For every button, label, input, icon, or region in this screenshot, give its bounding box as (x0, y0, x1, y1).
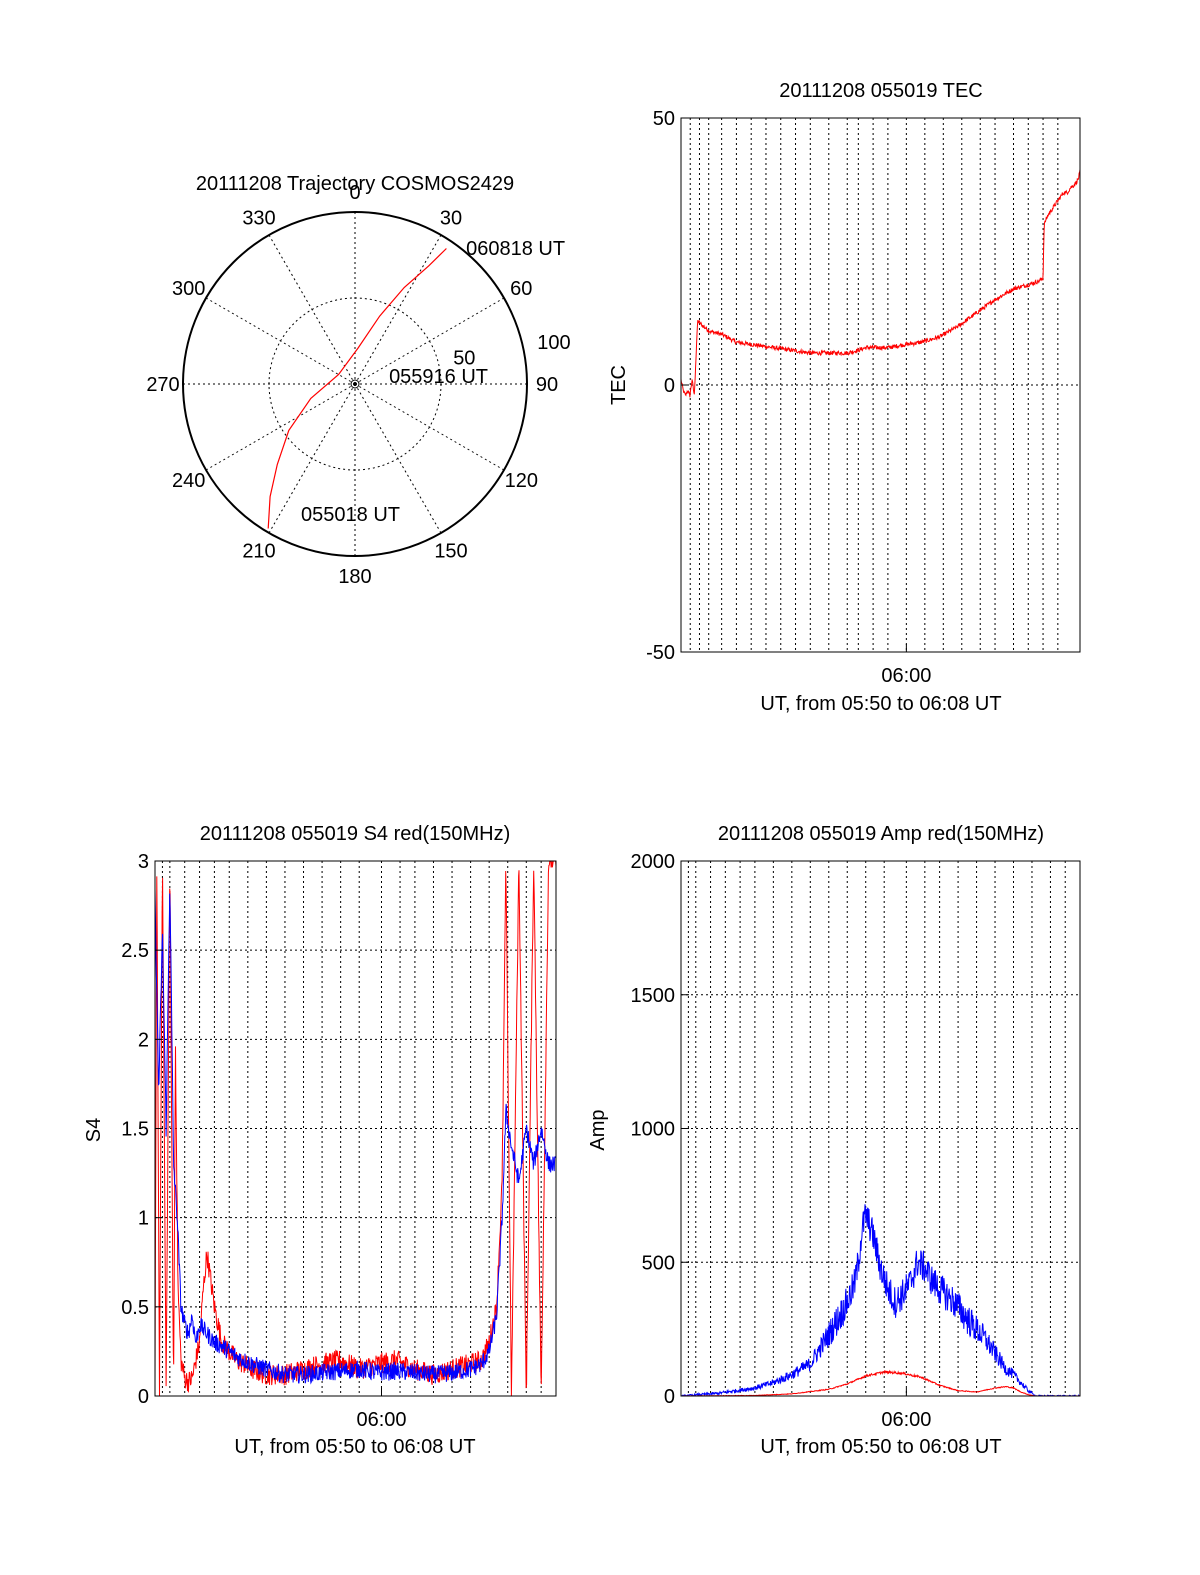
amp-plot: 0 500 1000 1500 2000 06:00 (631, 851, 1081, 1431)
s4-series-1 (155, 889, 556, 1385)
amp-series-0 (681, 1204, 1080, 1396)
polar-spoke-120 (354, 383, 505, 471)
polar-spoke-300 (205, 297, 356, 385)
amp-title: 20111208 055019 Amp red(150MHz) (718, 823, 1044, 845)
polar-spoke-210 (268, 383, 356, 534)
amp-ytick-label-4: 2000 (631, 851, 676, 873)
polar-azimuth-label-90: 90 (536, 374, 558, 396)
polar-spoke-60 (354, 297, 505, 385)
polar-center-marker (350, 379, 360, 389)
tec-xlabel: UT, from 05:50 to 06:08 UT (760, 693, 1001, 715)
polar-azimuth-label-330: 330 (242, 208, 275, 230)
polar-azimuth-label-120: 120 (505, 470, 538, 492)
s4-plot: 0 0.5 1 1.5 2 2.5 3 06:00 (121, 851, 557, 1431)
s4-series-0 (155, 861, 556, 1396)
tec-panel: 20111208 055019 TEC UT, from 05:50 to 06… (608, 80, 1081, 715)
polar-azimuth-label-0: 0 (349, 182, 360, 204)
polar-spoke-150 (354, 383, 442, 534)
s4-ytick-label-4: 2 (138, 1029, 149, 1051)
polar-radial-label-50: 50 (453, 348, 475, 370)
amp-xtick-label-0: 06:00 (881, 1409, 931, 1431)
polar-azimuth-label-60: 60 (510, 278, 532, 300)
polar-azimuth-label-300: 300 (172, 278, 205, 300)
polar-radial-label-100: 100 (537, 332, 570, 354)
polar-trajectory-panel: 20111208 Trajectory COSMOS2429 0 30 60 90 12… (146, 173, 570, 588)
tec-xtick-label-0: 06:00 (881, 665, 931, 687)
s4-ytick-label-0: 0 (138, 1386, 149, 1408)
s4-ylabel: S4 (83, 1118, 105, 1142)
polar-azimuth-label-150: 150 (434, 540, 467, 562)
s4-title: 20111208 055019 S4 red(150MHz) (200, 823, 511, 845)
s4-ytick-label-3: 1.5 (121, 1119, 149, 1141)
tec-series-0 (681, 169, 1080, 398)
amp-ylabel: Amp (587, 1109, 609, 1150)
tec-axes-frame (680, 117, 1081, 653)
polar-spoke-240 (205, 383, 356, 471)
polar-trajectory-line (267, 248, 447, 529)
tec-ylabel: TEC (608, 365, 630, 405)
amp-axes-frame (680, 860, 1081, 1397)
polar-azimuth-label-180: 180 (338, 566, 371, 588)
amp-ytick-label-2: 1000 (631, 1119, 676, 1141)
amp-ytick-label-1: 500 (642, 1252, 675, 1274)
polar-title: 20111208 Trajectory COSMOS2429 (196, 173, 514, 195)
tec-ytick-label-2: -50 (646, 642, 675, 664)
amp-ytick-label-3: 1500 (631, 985, 676, 1007)
polar-annotation-2: 055018 UT (301, 504, 400, 526)
s4-ytick-label-6: 3 (138, 851, 149, 873)
s4-xtick-label-0: 06:00 (356, 1409, 406, 1431)
amp-ytick-label-0: 0 (664, 1386, 675, 1408)
polar-annotation-0: 060818 UT (466, 238, 565, 260)
polar-spoke-30 (354, 234, 442, 385)
amp-xlabel: UT, from 05:50 to 06:08 UT (760, 1436, 1001, 1458)
s4-panel: 20111208 055019 S4 red(150MHz) UT, from … (83, 823, 557, 1458)
polar-spoke-330 (268, 234, 356, 385)
tec-plot: 50 0 -50 06:00 (646, 108, 1081, 687)
polar-azimuth-label-270: 270 (146, 374, 179, 396)
polar-azimuth-label-210: 210 (242, 540, 275, 562)
tec-title: 20111208 055019 TEC (779, 80, 983, 102)
tec-ytick-label-0: 50 (653, 108, 675, 130)
s4-ytick-label-1: 0.5 (121, 1297, 149, 1319)
s4-xlabel: UT, from 05:50 to 06:08 UT (234, 1436, 475, 1458)
polar-annotation-1: 055916 UT (389, 366, 488, 388)
s4-ytick-label-2: 1 (138, 1208, 149, 1230)
polar-plot: 0 30 60 90 120 150 180 210 240 270 300 330 50 100 0608… (146, 182, 570, 588)
amp-panel: 20111208 055019 Amp red(150MHz) UT, from… (587, 823, 1081, 1458)
polar-azimuth-label-30: 30 (440, 208, 462, 230)
s4-ytick-label-5: 2.5 (121, 940, 149, 962)
tec-ytick-label-1: 0 (664, 375, 675, 397)
polar-azimuth-label-240: 240 (172, 470, 205, 492)
